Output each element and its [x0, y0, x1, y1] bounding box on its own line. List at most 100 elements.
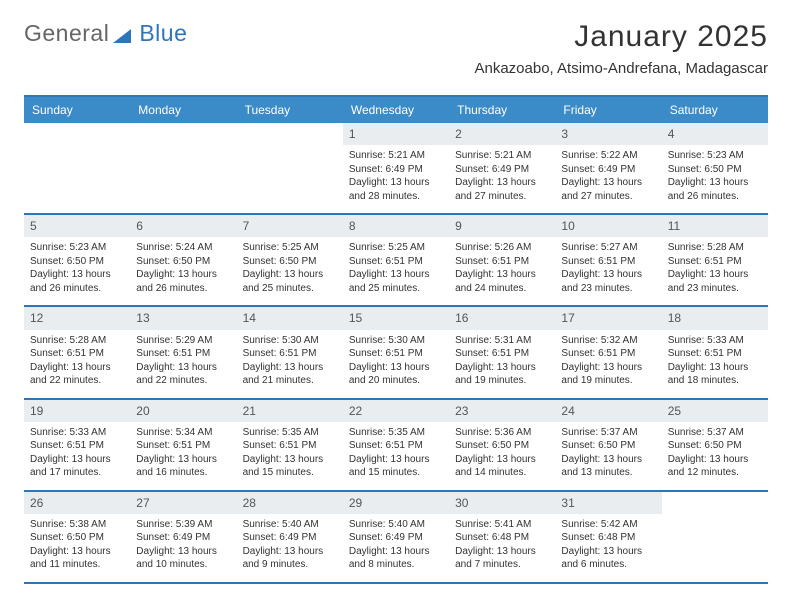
- day-number: 19: [24, 400, 130, 422]
- day-daylight1: Daylight: 13 hours: [30, 268, 124, 282]
- day-number: 3: [555, 123, 661, 145]
- weeks-container: 1Sunrise: 5:21 AMSunset: 6:49 PMDaylight…: [24, 123, 768, 584]
- day-sunset: Sunset: 6:49 PM: [455, 163, 549, 177]
- day-sunset: Sunset: 6:51 PM: [561, 347, 655, 361]
- day-sunset: Sunset: 6:51 PM: [349, 347, 443, 361]
- day-sunrise: Sunrise: 5:21 AM: [455, 149, 549, 163]
- day-cell: 13Sunrise: 5:29 AMSunset: 6:51 PMDayligh…: [130, 307, 236, 397]
- day-sunset: Sunset: 6:51 PM: [668, 347, 762, 361]
- day-number: 7: [237, 215, 343, 237]
- day-sunset: Sunset: 6:50 PM: [30, 255, 124, 269]
- day-sunrise: Sunrise: 5:29 AM: [136, 334, 230, 348]
- day-sunset: Sunset: 6:50 PM: [455, 439, 549, 453]
- day-daylight1: Daylight: 13 hours: [561, 545, 655, 559]
- day-number: 5: [24, 215, 130, 237]
- day-number: 30: [449, 492, 555, 514]
- day-cell: 26Sunrise: 5:38 AMSunset: 6:50 PMDayligh…: [24, 492, 130, 582]
- day-number: 10: [555, 215, 661, 237]
- day-daylight2: and 27 minutes.: [561, 190, 655, 204]
- day-daylight1: Daylight: 13 hours: [349, 453, 443, 467]
- day-daylight2: and 11 minutes.: [30, 558, 124, 572]
- day-sunrise: Sunrise: 5:23 AM: [668, 149, 762, 163]
- day-sunset: Sunset: 6:50 PM: [136, 255, 230, 269]
- day-cell: 25Sunrise: 5:37 AMSunset: 6:50 PMDayligh…: [662, 400, 768, 490]
- day-daylight2: and 7 minutes.: [455, 558, 549, 572]
- weekday-header: Wednesday: [343, 97, 449, 123]
- logo: General Blue: [24, 20, 187, 47]
- day-cell: [24, 123, 130, 213]
- day-sunset: Sunset: 6:48 PM: [455, 531, 549, 545]
- day-daylight2: and 8 minutes.: [349, 558, 443, 572]
- day-sunrise: Sunrise: 5:26 AM: [455, 241, 549, 255]
- day-cell: 7Sunrise: 5:25 AMSunset: 6:50 PMDaylight…: [237, 215, 343, 305]
- day-daylight2: and 22 minutes.: [30, 374, 124, 388]
- day-daylight2: and 23 minutes.: [561, 282, 655, 296]
- day-sunset: Sunset: 6:51 PM: [455, 255, 549, 269]
- day-sunrise: Sunrise: 5:37 AM: [561, 426, 655, 440]
- day-sunset: Sunset: 6:51 PM: [30, 347, 124, 361]
- day-daylight2: and 6 minutes.: [561, 558, 655, 572]
- logo-sail-icon: [113, 25, 135, 43]
- day-daylight2: and 26 minutes.: [30, 282, 124, 296]
- day-sunrise: Sunrise: 5:21 AM: [349, 149, 443, 163]
- day-daylight2: and 9 minutes.: [243, 558, 337, 572]
- day-daylight2: and 21 minutes.: [243, 374, 337, 388]
- day-daylight2: and 22 minutes.: [136, 374, 230, 388]
- day-number: 29: [343, 492, 449, 514]
- day-sunrise: Sunrise: 5:24 AM: [136, 241, 230, 255]
- day-daylight2: and 27 minutes.: [455, 190, 549, 204]
- day-sunrise: Sunrise: 5:33 AM: [668, 334, 762, 348]
- day-cell: 12Sunrise: 5:28 AMSunset: 6:51 PMDayligh…: [24, 307, 130, 397]
- week-row: 5Sunrise: 5:23 AMSunset: 6:50 PMDaylight…: [24, 215, 768, 307]
- weekday-header: Friday: [555, 97, 661, 123]
- day-cell: [662, 492, 768, 582]
- day-cell: 20Sunrise: 5:34 AMSunset: 6:51 PMDayligh…: [130, 400, 236, 490]
- month-title: January 2025: [474, 20, 768, 54]
- day-daylight2: and 23 minutes.: [668, 282, 762, 296]
- day-number: 9: [449, 215, 555, 237]
- week-row: 12Sunrise: 5:28 AMSunset: 6:51 PMDayligh…: [24, 307, 768, 399]
- day-daylight2: and 19 minutes.: [455, 374, 549, 388]
- logo-text-blue: Blue: [139, 20, 187, 47]
- calendar: Sunday Monday Tuesday Wednesday Thursday…: [24, 95, 768, 584]
- day-cell: 21Sunrise: 5:35 AMSunset: 6:51 PMDayligh…: [237, 400, 343, 490]
- day-sunrise: Sunrise: 5:38 AM: [30, 518, 124, 532]
- day-cell: 28Sunrise: 5:40 AMSunset: 6:49 PMDayligh…: [237, 492, 343, 582]
- day-daylight2: and 15 minutes.: [349, 466, 443, 480]
- day-sunrise: Sunrise: 5:35 AM: [243, 426, 337, 440]
- day-cell: 16Sunrise: 5:31 AMSunset: 6:51 PMDayligh…: [449, 307, 555, 397]
- day-sunrise: Sunrise: 5:31 AM: [455, 334, 549, 348]
- day-sunset: Sunset: 6:51 PM: [136, 439, 230, 453]
- day-daylight2: and 14 minutes.: [455, 466, 549, 480]
- day-cell: 15Sunrise: 5:30 AMSunset: 6:51 PMDayligh…: [343, 307, 449, 397]
- day-number: 24: [555, 400, 661, 422]
- day-daylight1: Daylight: 13 hours: [349, 545, 443, 559]
- week-row: 19Sunrise: 5:33 AMSunset: 6:51 PMDayligh…: [24, 400, 768, 492]
- day-daylight1: Daylight: 13 hours: [668, 361, 762, 375]
- day-number: 27: [130, 492, 236, 514]
- day-sunset: Sunset: 6:49 PM: [561, 163, 655, 177]
- day-sunset: Sunset: 6:50 PM: [668, 439, 762, 453]
- day-sunset: Sunset: 6:49 PM: [243, 531, 337, 545]
- day-number: 14: [237, 307, 343, 329]
- day-daylight2: and 10 minutes.: [136, 558, 230, 572]
- day-number: 13: [130, 307, 236, 329]
- day-daylight2: and 18 minutes.: [668, 374, 762, 388]
- day-daylight1: Daylight: 13 hours: [136, 268, 230, 282]
- day-cell: 24Sunrise: 5:37 AMSunset: 6:50 PMDayligh…: [555, 400, 661, 490]
- day-sunrise: Sunrise: 5:30 AM: [243, 334, 337, 348]
- day-number: 31: [555, 492, 661, 514]
- day-sunset: Sunset: 6:50 PM: [30, 531, 124, 545]
- day-number: 28: [237, 492, 343, 514]
- day-sunset: Sunset: 6:51 PM: [455, 347, 549, 361]
- day-sunset: Sunset: 6:51 PM: [243, 439, 337, 453]
- day-sunset: Sunset: 6:51 PM: [243, 347, 337, 361]
- weekday-header-row: Sunday Monday Tuesday Wednesday Thursday…: [24, 97, 768, 123]
- day-cell: 18Sunrise: 5:33 AMSunset: 6:51 PMDayligh…: [662, 307, 768, 397]
- day-cell: 30Sunrise: 5:41 AMSunset: 6:48 PMDayligh…: [449, 492, 555, 582]
- day-daylight1: Daylight: 13 hours: [455, 176, 549, 190]
- day-cell: 4Sunrise: 5:23 AMSunset: 6:50 PMDaylight…: [662, 123, 768, 213]
- day-cell: 23Sunrise: 5:36 AMSunset: 6:50 PMDayligh…: [449, 400, 555, 490]
- day-daylight1: Daylight: 13 hours: [243, 361, 337, 375]
- day-number: 16: [449, 307, 555, 329]
